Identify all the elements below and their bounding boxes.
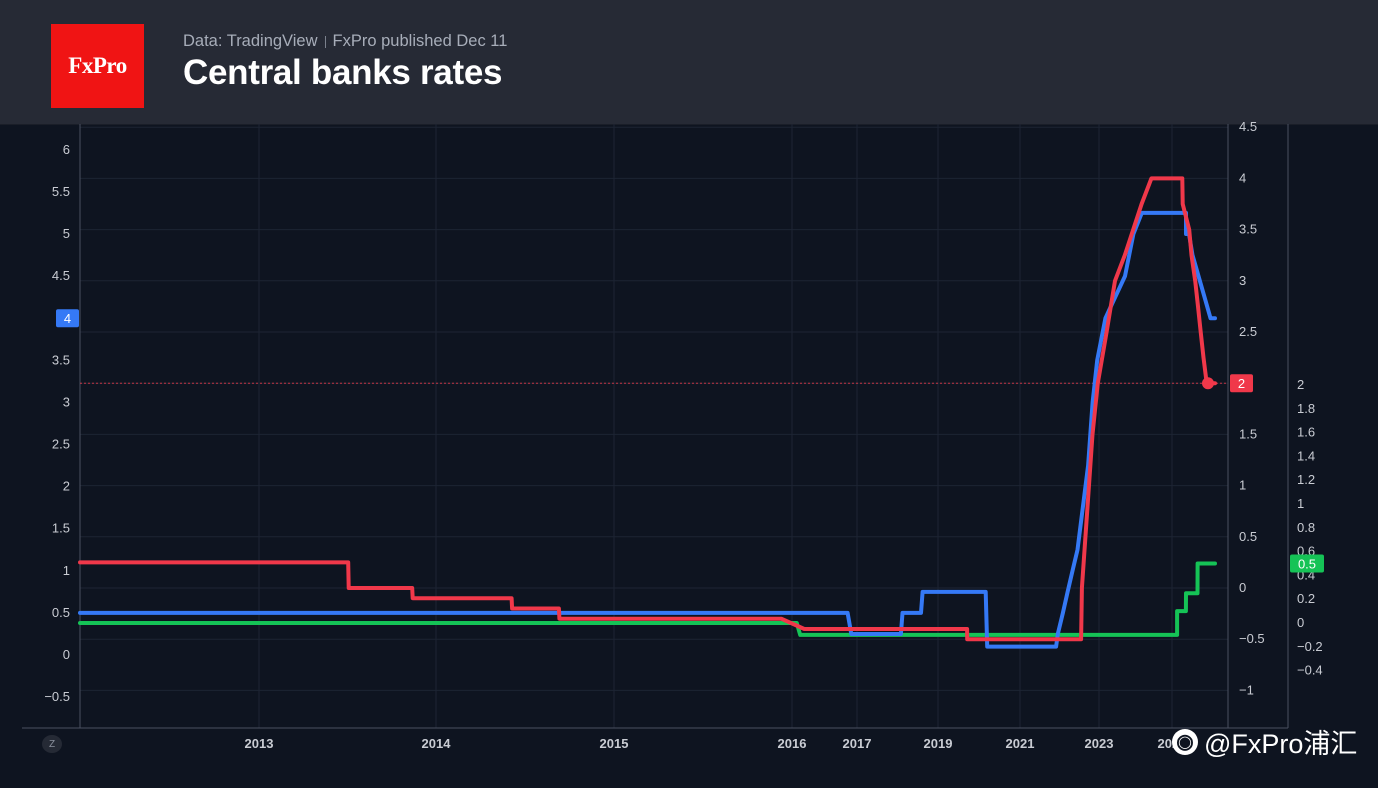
chart-title: Central banks rates bbox=[183, 53, 503, 92]
weibo-icon: ◉ bbox=[1172, 728, 1198, 755]
right-axis-tick-label: 4 bbox=[1239, 170, 1246, 185]
x-axis-tick-label: 2017 bbox=[843, 736, 872, 751]
left-axis-tick-label: 6 bbox=[63, 142, 70, 157]
right-axis-tick-label: 2.5 bbox=[1239, 324, 1257, 339]
right-value-badge-bg bbox=[1230, 374, 1253, 393]
left-axis-tick-label: 0 bbox=[63, 647, 70, 662]
far-right-axis-tick-label: 1.2 bbox=[1297, 472, 1315, 487]
right-axis-tick-label: −1 bbox=[1239, 682, 1254, 697]
right-axis-tick-label: −0.5 bbox=[1239, 631, 1265, 646]
right-axis-tick-label: 4.5 bbox=[1239, 119, 1257, 134]
separator bbox=[324, 35, 326, 48]
left-axis-tick-label: 0.5 bbox=[52, 605, 70, 620]
published-text: FxPro published Dec 11 bbox=[332, 32, 508, 50]
series-line bbox=[78, 176, 1217, 642]
right-axis-tick-label: 0.5 bbox=[1239, 529, 1257, 544]
right-axis-tick-label: 3 bbox=[1239, 273, 1246, 288]
watermark-text: @FxPro浦汇 bbox=[1204, 729, 1358, 759]
left-axis-tick-label: 2 bbox=[63, 479, 70, 494]
watermark: ◉ @FxPro浦汇 bbox=[1172, 722, 1357, 761]
right-axis-tick-label: 3.5 bbox=[1239, 222, 1257, 237]
x-axis-tick-label: 2019 bbox=[924, 736, 953, 751]
x-axis-tick-label: 2023 bbox=[1085, 736, 1114, 751]
x-axis-tick-label: 2014 bbox=[422, 736, 452, 751]
left-value-badge: 4 bbox=[64, 311, 71, 326]
right-axis-tick-label: 0 bbox=[1239, 580, 1246, 595]
far-right-axis-tick-label: 0.8 bbox=[1297, 520, 1315, 535]
far-right-axis-tick-label: −0.4 bbox=[1297, 663, 1323, 678]
left-value-badge-bg bbox=[56, 309, 79, 328]
series-line bbox=[78, 210, 1217, 649]
left-axis-tick-label: 1.5 bbox=[52, 521, 70, 536]
right-axis-tick-label: 1 bbox=[1239, 478, 1246, 493]
far-right-axis-tick-label: 1 bbox=[1297, 496, 1304, 511]
far-right-axis-tick-label: 2 bbox=[1297, 377, 1304, 392]
right-value-badge: 2 bbox=[1238, 376, 1245, 391]
logo-text: FxPro bbox=[68, 53, 127, 78]
source-text: Data: TradingView bbox=[183, 32, 318, 50]
left-axis-tick-label: 5 bbox=[63, 226, 70, 241]
far-right-axis-tick-label: 1.8 bbox=[1297, 401, 1315, 416]
far-right-axis-tick-label: −0.2 bbox=[1297, 639, 1323, 654]
source-line: Data: TradingView FxPro published Dec 11 bbox=[183, 32, 507, 51]
series-line bbox=[78, 561, 1217, 637]
x-axis-tick-label: 2021 bbox=[1006, 736, 1035, 751]
left-axis-tick-label: 3 bbox=[63, 394, 70, 409]
left-axis-tick-label: 3.5 bbox=[52, 352, 70, 367]
header-bar: FxPro Data: TradingView FxPro published D… bbox=[0, 0, 1378, 125]
far-right-axis-tick-label: 1.4 bbox=[1297, 448, 1315, 463]
far-right-value-badge-bg bbox=[1290, 554, 1324, 573]
series-end-dot bbox=[1202, 377, 1214, 390]
left-axis-tick-label: 2.5 bbox=[52, 437, 70, 452]
x-axis-tick-label: 2013 bbox=[245, 736, 274, 751]
right-axis-tick-label: 1.5 bbox=[1239, 426, 1257, 441]
left-axis-tick-label: 5.5 bbox=[52, 184, 70, 199]
far-right-value-badge: 0.5 bbox=[1298, 557, 1316, 572]
x-axis-tick-label: 2015 bbox=[600, 736, 629, 751]
far-right-axis-tick-label: 0 bbox=[1297, 615, 1304, 630]
left-axis-tick-label: 1 bbox=[63, 563, 70, 578]
far-right-axis-tick-label: 0.2 bbox=[1297, 591, 1315, 606]
far-right-axis-tick-label: 1.6 bbox=[1297, 425, 1315, 440]
left-axis-tick-label: −0.5 bbox=[44, 689, 70, 704]
left-axis-tick-label: 4.5 bbox=[52, 268, 70, 283]
x-axis-tick-label: 2016 bbox=[778, 736, 807, 751]
fxpro-logo: FxPro bbox=[51, 24, 144, 108]
z-button[interactable]: Z bbox=[42, 735, 62, 753]
